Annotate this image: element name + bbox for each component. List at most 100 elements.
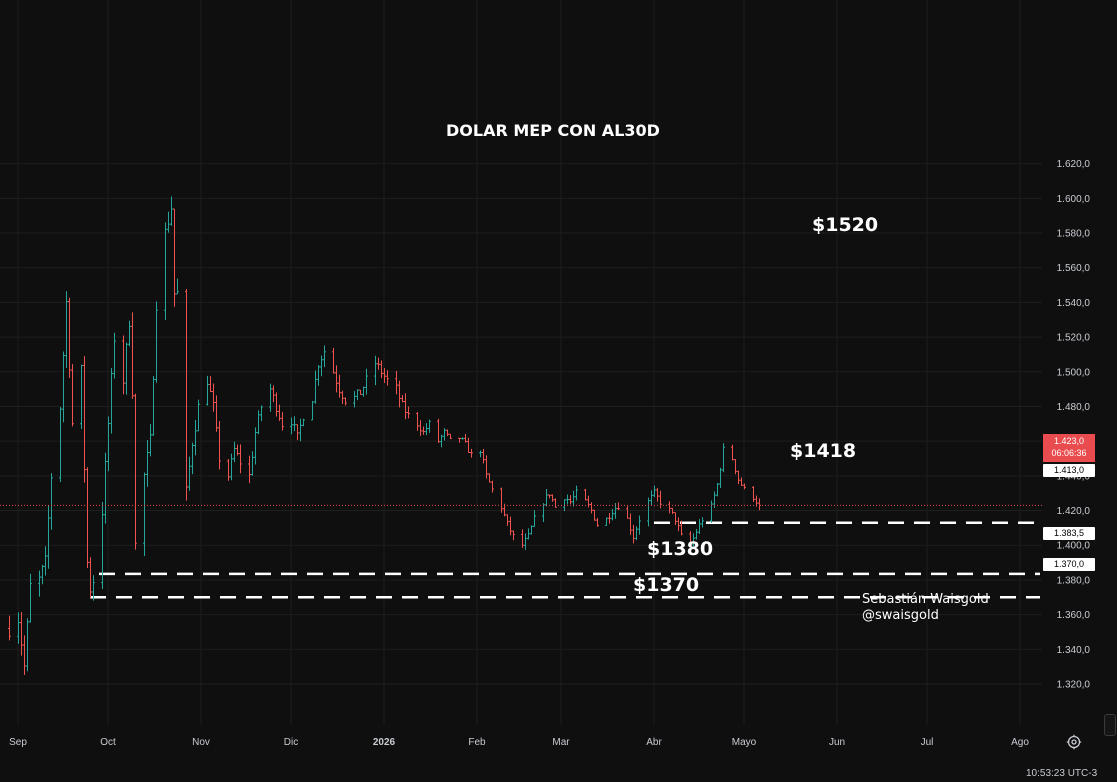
utc-clock: 10:53:23 UTC-3 (1026, 768, 1098, 779)
support-levels (90, 521, 1040, 599)
ohlc-bar (407, 406, 410, 419)
ohlc-bar (380, 360, 383, 379)
ohlc-bar (89, 557, 92, 598)
ohlc-bar (365, 368, 368, 395)
ohlc-bar (698, 519, 701, 535)
ohlc-bar (227, 458, 230, 481)
price-axis-bg (1042, 0, 1117, 777)
ohlc-bar (377, 357, 380, 370)
time-axis[interactable]: Sep Oct Nov Dic 2026 Feb Mar Abr Mayo Jun Jul Ago (9, 737, 1029, 748)
ohlc-bar (689, 531, 692, 548)
price-tick-label: 1.620,0 (1057, 159, 1091, 170)
ohlc-bar (254, 427, 257, 465)
ohlc-bar (197, 399, 200, 432)
ohlc-bar (524, 533, 527, 550)
ohlc-bar (122, 335, 125, 395)
ohlc-bar (542, 503, 545, 522)
target-label-1380: $1380 (647, 538, 714, 560)
ohlc-bar (173, 208, 176, 307)
ohlc-bar (320, 355, 323, 377)
ohlc-bar (209, 376, 212, 393)
time-tick-label: Abr (646, 737, 662, 748)
ohlc-bar (584, 488, 587, 501)
ohlc-bar (164, 222, 167, 320)
ohlc-bar (464, 434, 467, 443)
ohlc-bar (152, 375, 155, 436)
ohlc-bar (398, 380, 401, 408)
ohlc-bar (341, 390, 344, 404)
ohlc-bar (533, 510, 536, 527)
ohlc-bar (695, 529, 698, 540)
ohlc-bar (191, 442, 194, 475)
ohlc-bar (692, 533, 695, 549)
ohlc-bar (248, 455, 251, 484)
ohlc-bar (734, 459, 737, 475)
ohlc-bar (212, 383, 215, 412)
ohlc-bar (668, 501, 671, 514)
target-label-1520: $1520 (812, 214, 879, 236)
time-tick-label: Mar (552, 737, 570, 748)
gear-icon[interactable] (1066, 734, 1082, 750)
ohlc-bar (446, 429, 449, 437)
ohlc-bar (107, 416, 110, 472)
ohlc-bar (38, 570, 41, 597)
ohlc-bar (278, 404, 281, 421)
ohlc-bar (104, 452, 107, 524)
ohlc-bar (527, 528, 530, 540)
ohlc-bar (479, 450, 482, 458)
ohlc-bar (491, 480, 494, 493)
ohlc-bar (128, 320, 131, 347)
price-tick-label: 1.560,0 (1057, 263, 1091, 274)
ohlc-bar (428, 419, 431, 433)
ohlc-bar (611, 508, 614, 521)
ohlc-bar (359, 389, 362, 396)
ohlc-bar (194, 420, 197, 456)
time-tick-label: Nov (192, 737, 210, 748)
ohlc-bar (353, 391, 356, 408)
ohlc-bar (26, 618, 29, 672)
ohlc-bar (437, 418, 440, 443)
price-tick-label: 1.400,0 (1057, 541, 1091, 552)
time-tick-label: Jul (921, 737, 934, 748)
price-axis[interactable]: 1.320,0 1.340,0 1.360,0 1.380,0 1.400,0 1.420… (1042, 0, 1117, 777)
ohlc-bar (731, 444, 734, 461)
ohlc-bar (449, 433, 452, 440)
ohlc-bar (356, 389, 359, 401)
ohlc-bar (260, 405, 263, 422)
ohlc-bar (92, 575, 95, 601)
time-tick-label: Oct (100, 737, 116, 748)
ohlc-bar (134, 393, 137, 550)
ohlc-bar (530, 525, 533, 535)
ohlc-bar (548, 494, 551, 499)
ohlc-bar (362, 386, 365, 397)
time-tick-label: Jun (829, 737, 845, 748)
ohlc-bar (68, 297, 71, 378)
ohlc-bar (110, 368, 113, 434)
ohlc-bar (239, 444, 242, 474)
ohlc-bar (719, 467, 722, 489)
ohlc-bar (23, 635, 26, 675)
author-handle: @swaisgold (862, 608, 939, 623)
ohlc-bar (293, 416, 296, 432)
chart-grid (0, 0, 1042, 725)
ohlc-bar (251, 451, 254, 476)
axis-scroll-handle[interactable] (1104, 714, 1116, 736)
time-tick-label: 2026 (373, 737, 396, 748)
price-tick-label: 1.520,0 (1057, 333, 1091, 344)
time-tick-label: Dic (284, 737, 298, 748)
ohlc-bar (593, 509, 596, 521)
ohlc-bar (470, 448, 473, 458)
ohlc-bar (758, 498, 761, 511)
price-tick-label: 1.340,0 (1057, 645, 1091, 656)
ohlc-bar (554, 498, 557, 508)
ohlc-bar (269, 383, 272, 412)
ohlc-bar (716, 483, 719, 497)
ohlc-bar (188, 456, 191, 491)
ohlc-bar (671, 507, 674, 515)
ohlc-bar (626, 506, 629, 519)
ohlc-bar (80, 364, 83, 429)
ohlc-bar (176, 278, 179, 295)
time-tick-label: Feb (468, 737, 486, 748)
